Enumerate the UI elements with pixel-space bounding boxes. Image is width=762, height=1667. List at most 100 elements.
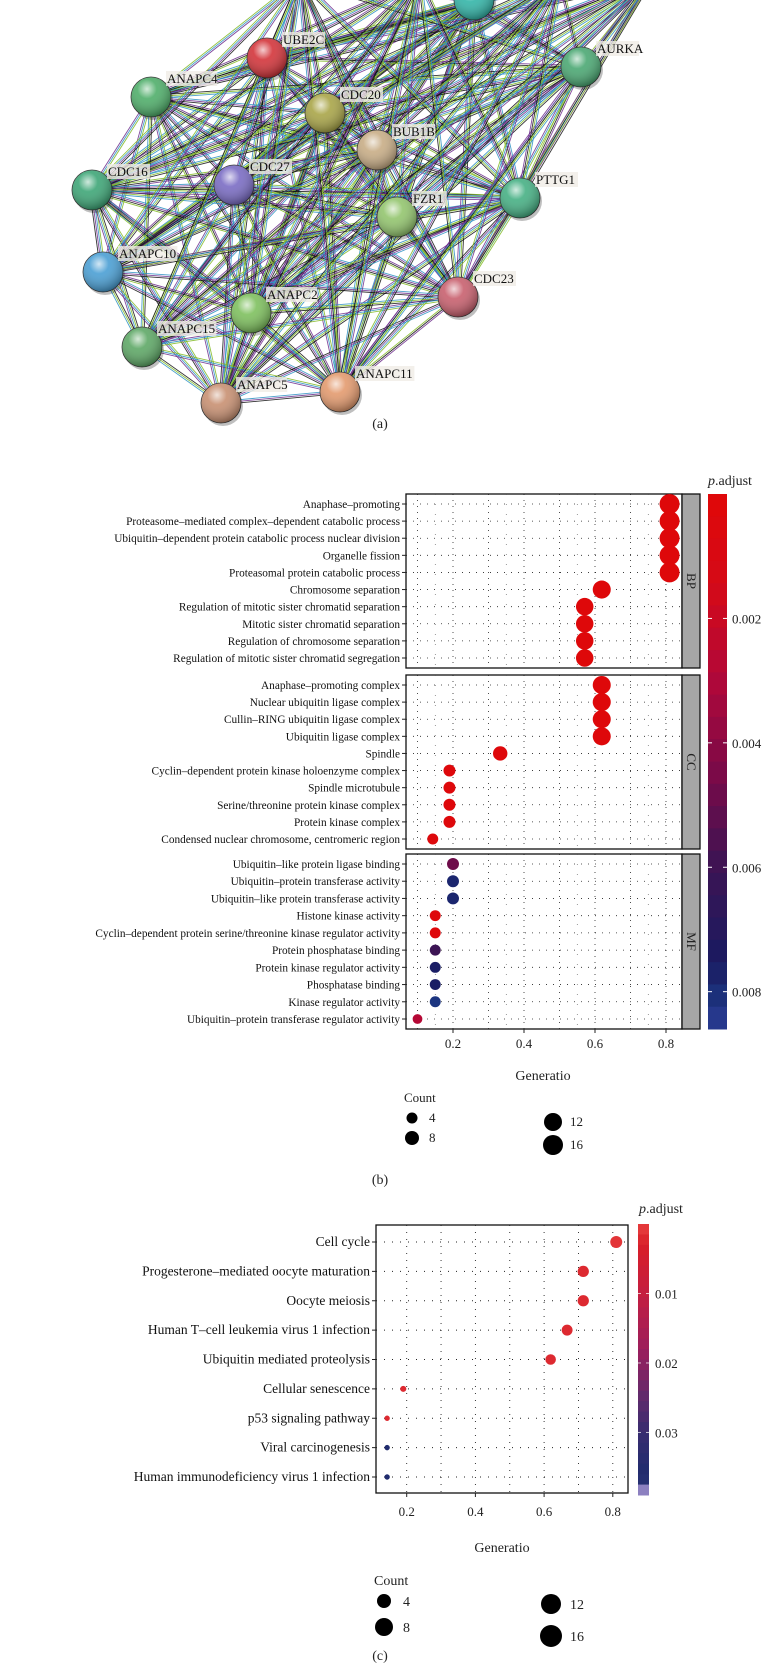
term-label: Ubiquitin–like protein transferase activ… [211, 893, 401, 905]
colorbar-band [638, 1432, 649, 1444]
size-legend: Count 4 8 12 16 [374, 1574, 584, 1647]
network-edge [323, 114, 520, 201]
data-point [659, 528, 680, 549]
network-edge [520, 0, 558, 199]
size-legend-symbol [541, 1594, 561, 1614]
node-label: ANAPC5 [237, 377, 288, 392]
node-highlight [500, 178, 540, 218]
data-point [575, 632, 594, 650]
term-label: Organelle fission [323, 550, 401, 562]
size-legend-label: 8 [429, 1130, 436, 1145]
node-highlight [438, 277, 478, 317]
colorbar-band [638, 1484, 649, 1496]
node-label-bg [107, 164, 150, 179]
colorbar-band [708, 761, 727, 785]
data-point [447, 892, 459, 905]
x-tick-label: 0.2 [399, 1504, 415, 1519]
node-label: PTTG1 [536, 172, 575, 187]
colorbar-band [638, 1328, 649, 1340]
data-point [384, 1415, 390, 1421]
data-point [592, 710, 611, 729]
colorbar-band [638, 1234, 649, 1246]
network-edge [103, 270, 223, 403]
term-label: p53 signaling pathway [248, 1410, 370, 1425]
colorbar-tick-label: 0.01 [655, 1286, 678, 1301]
size-legend-symbol [406, 1112, 418, 1124]
data-point [592, 693, 611, 712]
network-edge [233, 186, 458, 299]
facet-strip-label: CC [684, 753, 699, 770]
network-edge [337, 0, 415, 392]
panel-label-c: (c) [372, 1649, 388, 1664]
network-edge [341, 0, 553, 394]
network-edge [250, 0, 541, 313]
node-label: ANAPC4 [167, 71, 218, 86]
node-label: UBE2C [283, 32, 324, 47]
data-point [659, 511, 680, 532]
network-edge [142, 185, 236, 349]
size-legend-label: 4 [403, 1595, 410, 1610]
node-highlight [561, 47, 601, 87]
node-label-bg [412, 191, 447, 206]
node-label: ANAPC10 [119, 246, 176, 261]
term-label: Cyclin–dependent protein serine/threonin… [95, 928, 400, 940]
network-edge [340, 198, 521, 393]
size-legend-symbol [377, 1594, 391, 1608]
network-edge [233, 149, 378, 186]
panel-frame [405, 493, 683, 669]
term-label: Serine/threonine protein kinase complex [217, 800, 400, 812]
term-label: Anaphase–promoting [303, 499, 401, 511]
network-edge [322, 0, 523, 197]
network-edge [456, 0, 637, 297]
network-edge [249, 0, 410, 313]
data-point [577, 1295, 589, 1307]
data-point [545, 1354, 556, 1365]
term-label: Regulation of mitotic sister chromatid s… [179, 602, 401, 614]
term-label: Protein kinase complex [294, 817, 400, 829]
data-point [429, 944, 441, 956]
size-legend-symbol [543, 1135, 563, 1155]
node-highlight [305, 93, 345, 133]
term-label: Viral carcinogenesis [260, 1440, 370, 1455]
size-legend-label: 4 [429, 1110, 436, 1125]
network-edge [318, 0, 520, 199]
network-edge [235, 184, 254, 313]
network-edge [102, 0, 614, 273]
network-edge [93, 0, 395, 193]
term-label: Anaphase–promoting complex [261, 680, 400, 692]
network-node: ANAPC4 [130, 71, 218, 120]
data-point [443, 764, 456, 777]
node-label-bg [236, 377, 288, 392]
colorbar-band [638, 1338, 649, 1350]
network-edge [220, 0, 297, 404]
network-edge [91, 191, 520, 201]
network-edge [93, 0, 285, 193]
network-edge [457, 0, 555, 298]
node-highlight [201, 383, 241, 423]
network-edge [377, 0, 542, 152]
network-edge [221, 0, 547, 405]
facet-strip [681, 493, 701, 669]
network-node: CDC20 [304, 87, 383, 136]
term-label: Histone kinase activity [296, 911, 400, 923]
panel-label-b: (b) [372, 1173, 389, 1188]
node-label-bg [596, 41, 639, 56]
network-edge [452, 0, 581, 69]
network-edge [92, 188, 459, 297]
network-edge [101, 0, 397, 272]
data-point [447, 858, 459, 870]
colorbar-band [638, 1442, 649, 1454]
colorbar-band [708, 694, 727, 718]
colorbar-band [708, 560, 727, 584]
term-label: Ubiquitin ligase complex [286, 731, 401, 743]
size-legend-symbol [540, 1625, 562, 1647]
network-nodes: UBE2C ANAPC4 CDC20 BUB1B AURKA CDC16 CDC27 FZR1… [71, 0, 644, 426]
data-point [610, 1236, 623, 1248]
term-label: Cullin–RING ubiquitin ligase complex [224, 714, 400, 726]
colorbar-tick-label: 0.03 [655, 1425, 678, 1440]
x-tick-label: 0.8 [658, 1036, 674, 1051]
term-label: Kinase regulator activity [288, 997, 400, 1009]
network-edge [320, 0, 521, 198]
network-edge [248, 0, 539, 312]
data-point [659, 494, 680, 514]
